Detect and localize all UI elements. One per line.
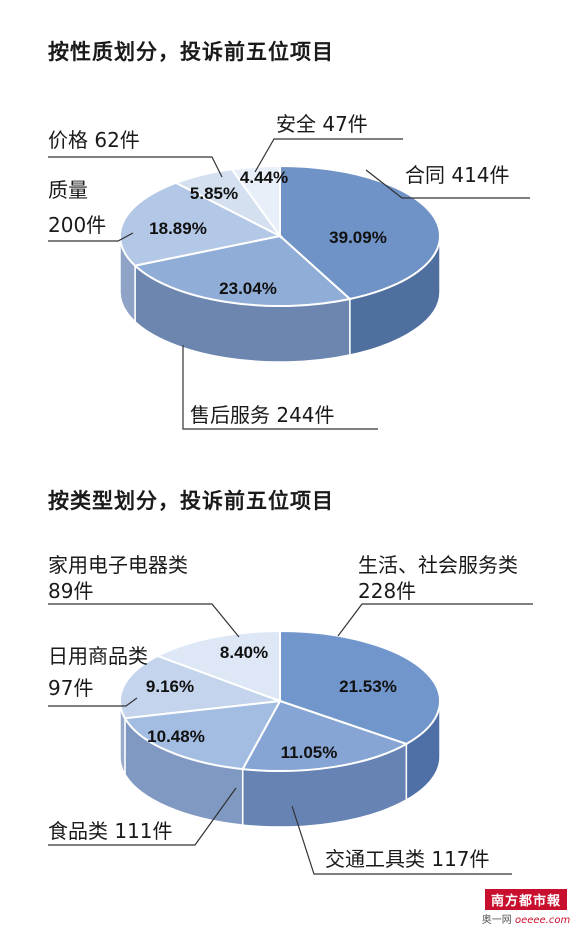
leader-line-contract [365, 169, 530, 199]
pct-label-vehicles: 11.05% [281, 743, 338, 762]
pct-label-daily-goods: 9.16% [146, 677, 194, 696]
newspaper-logo: 南方都市報 奥一网 oeeee.com [474, 889, 578, 926]
slice-label-quality: 质量 [48, 178, 88, 202]
slice-label-daily-goods: 97件 [48, 676, 93, 700]
pct-label-contract: 39.09% [329, 228, 387, 247]
leader-line-daily-goods [48, 697, 138, 707]
pct-label-food: 10.48% [147, 727, 205, 746]
pie-slice-food [123, 699, 282, 771]
leader-line-vehicles [291, 805, 512, 875]
leader-line-quality [48, 232, 134, 242]
leader-line-safety [254, 138, 403, 173]
pie-slice-after-sales [132, 234, 352, 307]
leader-line-price [48, 156, 223, 178]
pie-slice-contract [279, 164, 441, 301]
pct-label-price: 5.85% [190, 184, 238, 203]
slice-label-daily-goods: 日用商品类 [48, 644, 148, 668]
slice-label-home-appliances: 89件 [48, 579, 93, 603]
pie-chart-1: 39.09% 23.04% 18.89% 5.85%4.44% 合同 414件售后服务 … [48, 112, 530, 430]
leader-line-after-sales [182, 345, 378, 430]
slice-label-vehicles: 交通工具类 117件 [325, 847, 490, 871]
pie-slice-daily-goods [119, 654, 281, 720]
slice-label-safety: 安全 47件 [276, 112, 368, 136]
pct-label-after-sales: 23.04% [219, 279, 277, 298]
brand-name: 南方都市報 [484, 889, 567, 910]
pie-slice-vehicles [241, 699, 409, 772]
chart-1-title: 按性质划分，投诉前五位项目 [48, 40, 334, 64]
slice-label-quality: 200件 [48, 213, 106, 237]
pie-side-walls [119, 235, 441, 363]
slice-label-contract: 合同 414件 [405, 163, 510, 187]
site-url: oeeee.com [514, 915, 571, 926]
pct-label-safety: 4.44% [240, 168, 288, 187]
slice-label-after-sales: 售后服务 244件 [190, 403, 335, 427]
pie-slice-safety [230, 164, 281, 240]
leader-line-food [48, 787, 237, 846]
leader-line-home-appliances [48, 603, 240, 638]
chart-2-title: 按类型划分，投诉前五位项目 [48, 489, 334, 513]
slice-label-life-social-services: 生活、社会服务类 [358, 553, 518, 577]
pct-label-life-social-services: 21.53% [339, 677, 397, 696]
slice-label-price: 价格 62件 [48, 128, 140, 152]
slice-label-home-appliances: 家用电子电器类 [48, 553, 188, 577]
slice-label-food: 食品类 111件 [48, 819, 173, 843]
pie-slice-quality [119, 181, 283, 267]
site-prefix: 奥一网 [481, 915, 512, 926]
pie-chart-2: 21.53% 11.05% 10.48% 9.16% 8.40% 生活、社会服务类228件… [48, 553, 533, 875]
leader-line-life-social-services [337, 603, 533, 637]
slice-label-life-social-services: 228件 [358, 579, 416, 603]
pct-label-quality: 18.89% [149, 219, 207, 238]
pct-label-home-appliances: 8.40% [220, 643, 268, 662]
pie-slice-home-appliances [155, 629, 281, 703]
pie-slice-life-social-services [279, 629, 441, 746]
